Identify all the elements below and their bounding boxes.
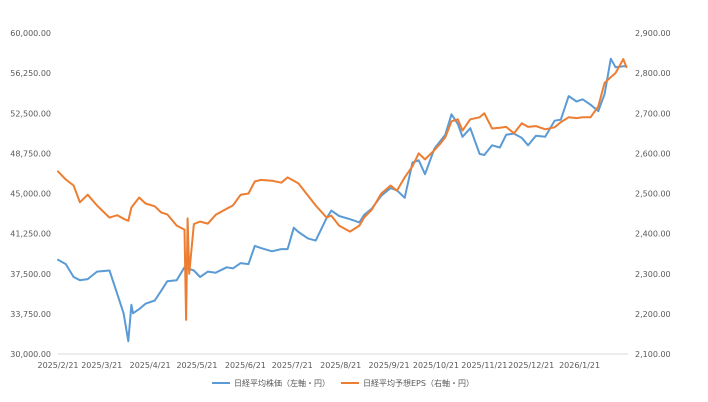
- x-tick-label: 2025/6/21: [225, 361, 266, 370]
- right-tick-label: 2,900.00: [635, 29, 671, 38]
- left-tick-label: 30,000.00: [10, 350, 51, 359]
- right-tick-label: 2,800.00: [635, 69, 671, 78]
- x-tick-label: 2025/11/21: [461, 361, 507, 370]
- x-tick-label: 2025/5/21: [176, 361, 217, 370]
- right-axis-ticks: 2,100.00 2,200.00 2,300.00 2,400.00 2,500.00…: [635, 29, 671, 359]
- legend-label: 日経平均株価（左軸・円）: [234, 378, 330, 388]
- right-tick-label: 2,600.00: [635, 149, 671, 158]
- x-tick-label: 2025/12/21: [508, 361, 554, 370]
- legend: 日経平均株価（左軸・円） 日経平均予想EPS（右軸・円）: [212, 378, 474, 388]
- x-tick-label: 2025/9/21: [369, 361, 410, 370]
- x-tick-label: 2025/10/21: [413, 361, 459, 370]
- legend-label: 日経平均予想EPS（右軸・円）: [363, 378, 474, 388]
- right-tick-label: 2,400.00: [635, 230, 671, 239]
- left-tick-label: 52,500.00: [10, 109, 51, 118]
- x-tick-label: 2025/7/21: [272, 361, 313, 370]
- left-tick-label: 41,250.00: [10, 230, 51, 239]
- left-tick-label: 33,750.00: [10, 310, 51, 319]
- x-tick-label: 2025/2/21: [37, 361, 78, 370]
- series-layer: [57, 57, 628, 343]
- left-tick-label: 45,000.00: [10, 190, 51, 199]
- right-tick-label: 2,300.00: [635, 270, 671, 279]
- nikkei-average-line: [57, 57, 628, 343]
- x-axis-ticks: 2025/2/21 2025/3/21 2025/4/21 2025/5/21 2025…: [37, 361, 600, 370]
- left-tick-label: 56,250.00: [10, 69, 51, 78]
- left-tick-label: 37,500.00: [10, 270, 51, 279]
- right-tick-label: 2,500.00: [635, 190, 671, 199]
- x-tick-label: 2026/1/21: [559, 361, 600, 370]
- x-tick-label: 2025/4/21: [130, 361, 171, 370]
- right-tick-label: 2,700.00: [635, 109, 671, 118]
- left-tick-label: 60,000.00: [10, 29, 51, 38]
- right-tick-label: 2,100.00: [635, 350, 671, 359]
- left-tick-label: 48,750.00: [10, 149, 51, 158]
- x-tick-label: 2025/3/21: [81, 361, 122, 370]
- right-tick-label: 2,200.00: [635, 310, 671, 319]
- nikkei-eps-line: [57, 58, 628, 321]
- left-axis-ticks: 30,000.00 33,750.00 37,500.00 41,250.00 45,0…: [10, 29, 51, 359]
- x-tick-label: 2025/8/21: [320, 361, 361, 370]
